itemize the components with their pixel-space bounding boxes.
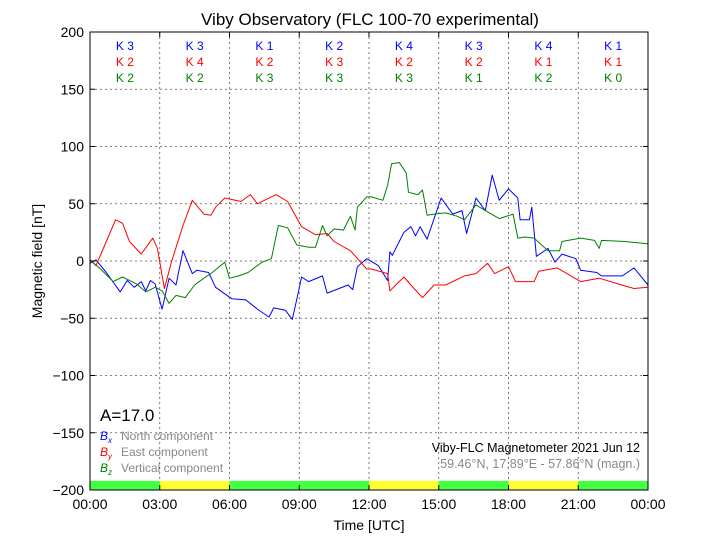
y-tick-label: −200 (52, 482, 84, 498)
k-index-Bx: K 1 (255, 39, 273, 53)
x-tick-label: 09:00 (282, 496, 317, 512)
grid (90, 32, 648, 490)
x-axis-label: Time [UTC] (333, 517, 404, 533)
x-tick-label: 00:00 (72, 496, 107, 512)
activity-segment (90, 480, 160, 490)
k-index-Bz: K 3 (255, 71, 273, 85)
series-line-y (89, 194, 649, 299)
activity-segment (159, 480, 230, 490)
y-axis-label: Magnetic field [nT] (29, 204, 45, 318)
y-tick-label: 0 (76, 253, 84, 269)
k-index-Bz: K 2 (186, 71, 204, 85)
legend-symbol-x: Bx (100, 429, 113, 445)
k-index-By: K 2 (465, 55, 483, 69)
k-index-Bz: K 3 (395, 71, 413, 85)
legend-subscript: y (107, 452, 113, 461)
x-tick-label: 00:00 (630, 496, 665, 512)
y-tick-label: −100 (52, 368, 84, 384)
legend-label: East component (121, 445, 208, 459)
k-index-By: K 2 (116, 55, 134, 69)
info-location: 59.46°N, 17.89°E - 57.86°N (magn.) (440, 457, 640, 471)
legend-subscript: x (107, 436, 113, 445)
a-index: A=17.0 (100, 406, 154, 425)
k-index-Bx: K 4 (534, 39, 552, 53)
x-tick-label: 12:00 (351, 496, 386, 512)
legend-label: North component (121, 429, 214, 443)
legend-symbol-y: By (100, 445, 113, 461)
series-lines (89, 162, 649, 320)
y-tick-label: 100 (61, 139, 85, 155)
legend-symbol-z: Bz (100, 461, 112, 477)
chart-title: Viby Observatory (FLC 100-70 experimenta… (201, 10, 539, 29)
k-index-By: K 1 (604, 55, 622, 69)
axis-ticks: 00:00 03:00 06:00 09:00 12:00 15:00 18:00 21:00… (52, 24, 665, 512)
x-tick-label: 15:00 (421, 496, 456, 512)
k-index-By: K 4 (186, 55, 204, 69)
x-tick-label: 06:00 (212, 496, 247, 512)
x-tick-label: 03:00 (142, 496, 177, 512)
k-index-Bx: K 1 (604, 39, 622, 53)
k-index-By: K 2 (255, 55, 273, 69)
x-tick-label: 21:00 (561, 496, 596, 512)
k-index-Bx: K 3 (465, 39, 483, 53)
plot-frame (89, 31, 649, 491)
legend-subscript: z (107, 468, 112, 477)
series-line-x (89, 174, 649, 320)
y-tick-label: −150 (52, 425, 84, 441)
k-index-Bz: K 0 (604, 71, 622, 85)
k-index-By: K 2 (395, 55, 413, 69)
k-index-Bz: K 2 (534, 71, 552, 85)
k-index-Bx: K 4 (395, 39, 413, 53)
y-tick-label: 50 (68, 196, 84, 212)
y-tick-label: 200 (61, 24, 85, 40)
k-index-labels: K 3 K 3 K 1 K 2 K 4 K 3 K 4 K 1 K 2 K 4 K 2 K 3 K 2 K… (116, 39, 623, 85)
activity-segment (578, 480, 648, 490)
legend: Bx North component By East component Bz Verti… (100, 429, 224, 477)
activity-segment (438, 480, 509, 490)
info-title: Viby-FLC Magnetometer 2021 Jun 12 (432, 441, 640, 455)
x-tick-label: 18:00 (491, 496, 526, 512)
y-tick-label: −50 (60, 310, 84, 326)
k-index-By: K 3 (325, 55, 343, 69)
activity-segment (369, 480, 439, 490)
k-index-Bz: K 2 (116, 71, 134, 85)
legend-label: Vertical component (121, 461, 224, 475)
k-index-Bz: K 1 (465, 71, 483, 85)
k-index-Bx: K 2 (325, 39, 343, 53)
k-index-Bx: K 3 (116, 39, 134, 53)
activity-segment (508, 480, 579, 490)
series-line-z (89, 162, 649, 304)
k-index-Bx: K 3 (186, 39, 204, 53)
k-index-Bz: K 3 (325, 71, 343, 85)
k-index-By: K 1 (534, 55, 552, 69)
y-tick-label: 150 (61, 81, 85, 97)
